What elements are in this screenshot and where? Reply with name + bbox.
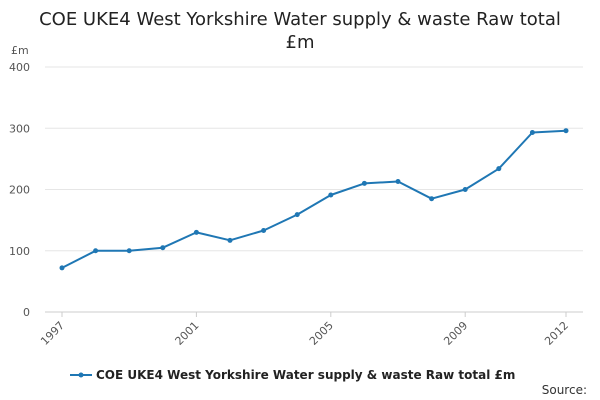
- data-point-2008[interactable]: [429, 196, 435, 202]
- plot-area: [59, 128, 569, 271]
- chart-title-line-1: COE UKE4 West Yorkshire Water supply & w…: [39, 9, 561, 30]
- y-tick-label-400: 400: [9, 61, 30, 74]
- x-tick-label-2012: 2012: [542, 319, 571, 348]
- series-line-0: [61, 129, 567, 269]
- data-point-2010[interactable]: [496, 166, 502, 172]
- legend-label: COE UKE4 West Yorkshire Water supply & w…: [96, 368, 515, 382]
- data-point-2011[interactable]: [529, 130, 535, 136]
- source-label: Source:: [542, 383, 587, 397]
- data-point-2001[interactable]: [193, 229, 199, 235]
- data-point-2012[interactable]: [563, 128, 569, 134]
- data-point-1999[interactable]: [126, 248, 132, 254]
- chart-title: COE UKE4 West Yorkshire Water supply & w…: [0, 8, 600, 54]
- data-point-2009[interactable]: [462, 187, 468, 192]
- y-axis-ticks: 0 100 200 300 400: [9, 61, 30, 319]
- data-point-1997[interactable]: [59, 265, 65, 271]
- y-tick-label-300: 300: [9, 122, 30, 135]
- y-tick-label-0: 0: [23, 306, 30, 319]
- data-point-2002[interactable]: [227, 237, 233, 243]
- x-axis-ticks: 1997 2001 2005 2009 2012: [38, 312, 571, 348]
- y-axis-unit-label: £m: [11, 44, 29, 57]
- legend-swatch-marker: [78, 372, 84, 378]
- data-point-1998[interactable]: [93, 248, 99, 254]
- y-tick-label-100: 100: [9, 245, 30, 258]
- data-point-2006[interactable]: [361, 180, 367, 186]
- x-tick-label-1997: 1997: [38, 319, 67, 348]
- legend[interactable]: COE UKE4 West Yorkshire Water supply & w…: [70, 368, 515, 382]
- data-point-2004[interactable]: [294, 212, 300, 218]
- x-tick-label-2005: 2005: [307, 319, 336, 348]
- data-point-2007[interactable]: [395, 179, 401, 185]
- x-tick-label-2009: 2009: [441, 319, 470, 348]
- chart-title-line-2: £m: [285, 32, 315, 53]
- data-point-2005[interactable]: [328, 192, 334, 198]
- y-tick-label-200: 200: [9, 184, 30, 197]
- data-point-2003[interactable]: [261, 228, 267, 234]
- grid-lines: [45, 66, 583, 313]
- data-point-2000[interactable]: [160, 245, 166, 251]
- x-tick-label-2001: 2001: [173, 319, 202, 348]
